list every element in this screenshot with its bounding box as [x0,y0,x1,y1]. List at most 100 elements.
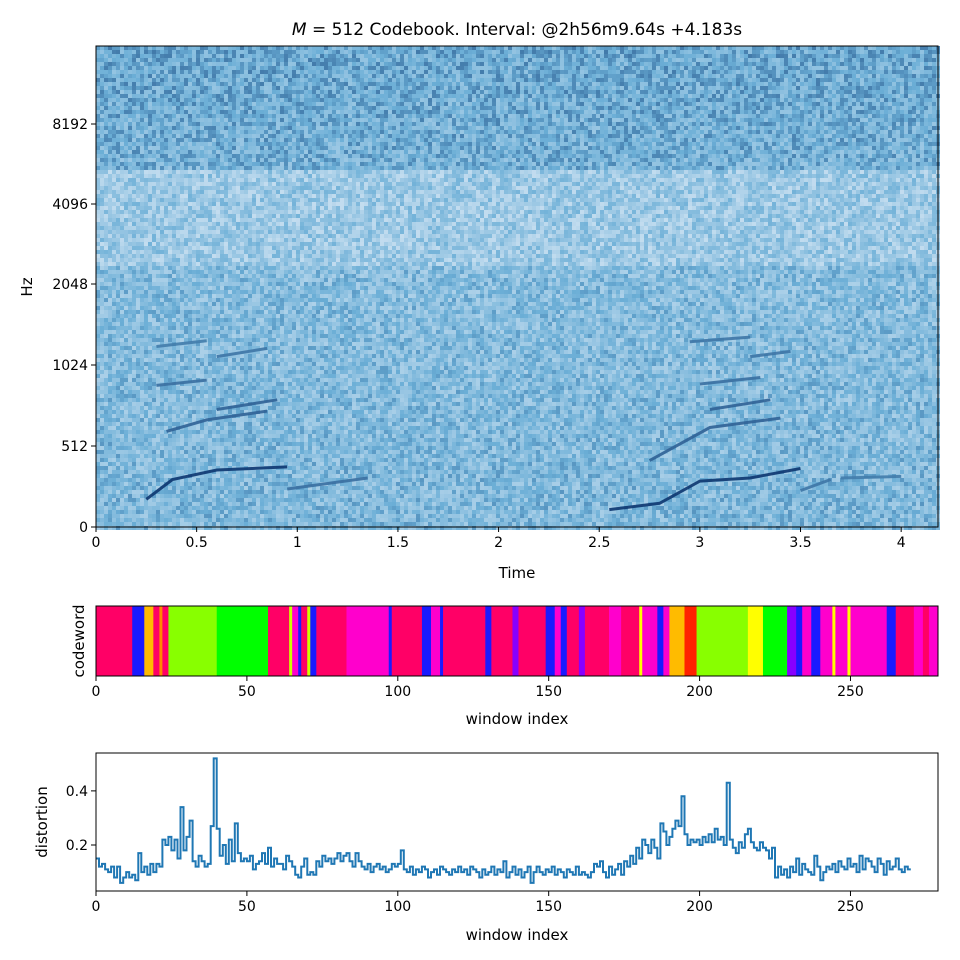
spectrogram-cell [676,130,680,134]
spectrogram-cell [580,58,584,62]
spectrogram-cell [188,98,192,102]
spectrogram-cell [200,78,204,82]
spectrogram-cell [792,90,796,94]
spectrogram-cell [128,94,132,98]
spectrogram-cell [200,134,204,138]
spectrogram-cell [856,86,860,90]
spectrogram-cell [608,70,612,74]
spectrogram-cell [840,90,844,94]
spectrogram-cell [240,46,244,50]
spectrogram-cell [588,102,592,106]
spectrogram-cell [764,82,768,86]
spectrogram-cell [468,126,472,130]
spectrogram-cell [328,74,332,78]
spectrogram-cell [316,50,320,54]
spectrogram-cell [664,54,668,58]
spectrogram-cell [664,78,668,82]
spectrogram-cell [368,114,372,118]
spectrogram-cell [680,62,684,66]
spectrogram-cell [268,118,272,122]
spectrogram-cell [840,46,844,50]
spectrogram-cell [736,82,740,86]
spectrogram-cell [560,86,564,90]
spectrogram-cell [712,114,716,118]
spectrogram-cell [540,130,544,134]
spectrogram-cell [572,130,576,134]
spectrogram-cell [468,58,472,62]
spectrogram-cell [624,106,628,110]
spectrogram-cell [308,114,312,118]
spectrogram-cell [492,94,496,98]
spectrogram-cell [468,130,472,134]
spectrogram-cell [700,106,704,110]
spectrogram-cell [528,46,532,50]
spectrogram-cell [708,82,712,86]
spectrogram-cell [536,138,540,142]
spectrogram-cell [208,74,212,78]
spectrogram-cell [632,50,636,54]
spectrogram-cell [772,90,776,94]
spectrogram-cell [340,74,344,78]
spectrogram-cell [572,102,576,106]
spectrogram-cell [748,122,752,126]
spectrogram-cell [144,94,148,98]
spectrogram-cell [148,62,152,66]
spectrogram-cell [888,54,892,58]
spectrogram-cell [928,114,932,118]
spectrogram-cell [388,62,392,66]
spectrogram-cell [872,98,876,102]
spectrogram-cell [792,126,796,130]
spectrogram-cell [920,74,924,78]
spectrogram-cell [140,74,144,78]
spectrogram-cell [812,126,816,130]
spectrogram-cell [172,98,176,102]
spectrogram-cell [696,94,700,98]
spectrogram-cell [184,130,188,134]
spectrogram-cell [288,66,292,70]
spectrogram-cell [560,90,564,94]
spectrogram-cell [920,98,924,102]
spectrogram-cell [676,82,680,86]
spectrogram-cell [644,138,648,142]
spectrogram-cell [764,130,768,134]
spectrogram-cell [596,110,600,114]
spectrogram-cell [652,138,656,142]
spectrogram-cell [568,46,572,50]
spectrogram-cell [364,62,368,66]
spectrogram-cell [648,130,652,134]
spectrogram-cell [352,138,356,142]
spectrogram-cell [428,86,432,90]
spectrogram-cell [504,114,508,118]
spectrogram-cell [352,114,356,118]
spectrogram-cell [484,118,488,122]
spectrogram-cell [660,62,664,66]
spectrogram-cell [164,110,168,114]
spectrogram-cell [756,94,760,98]
spectrogram-cell [808,50,812,54]
spectrogram-cell [180,78,184,82]
spectrogram-cell [736,114,740,118]
spectrogram-cell [712,66,716,70]
spectrogram-cell [736,134,740,138]
spectrogram-cell [132,114,136,118]
spectrogram-cell [408,78,412,82]
spectrogram-cell [452,54,456,58]
spectrogram-cell [156,110,160,114]
spectrogram-cell [668,98,672,102]
spectrogram-cell [604,66,608,70]
spectrogram-cell [760,126,764,130]
spectrogram-cell [384,70,388,74]
spectrogram-cell [524,58,528,62]
spectrogram-cell [504,86,508,90]
spectrogram-cell [500,70,504,74]
spectrogram-cell [864,110,868,114]
spectrogram-cell [740,126,744,130]
spectrogram-cell [868,66,872,70]
spectrogram-cell [412,94,416,98]
spectrogram-cell [884,98,888,102]
spectrogram-cell [684,122,688,126]
spectrogram-cell [812,114,816,118]
spectrogram-cell [684,126,688,130]
spectrogram-cell [844,110,848,114]
spectrogram-cell [348,50,352,54]
